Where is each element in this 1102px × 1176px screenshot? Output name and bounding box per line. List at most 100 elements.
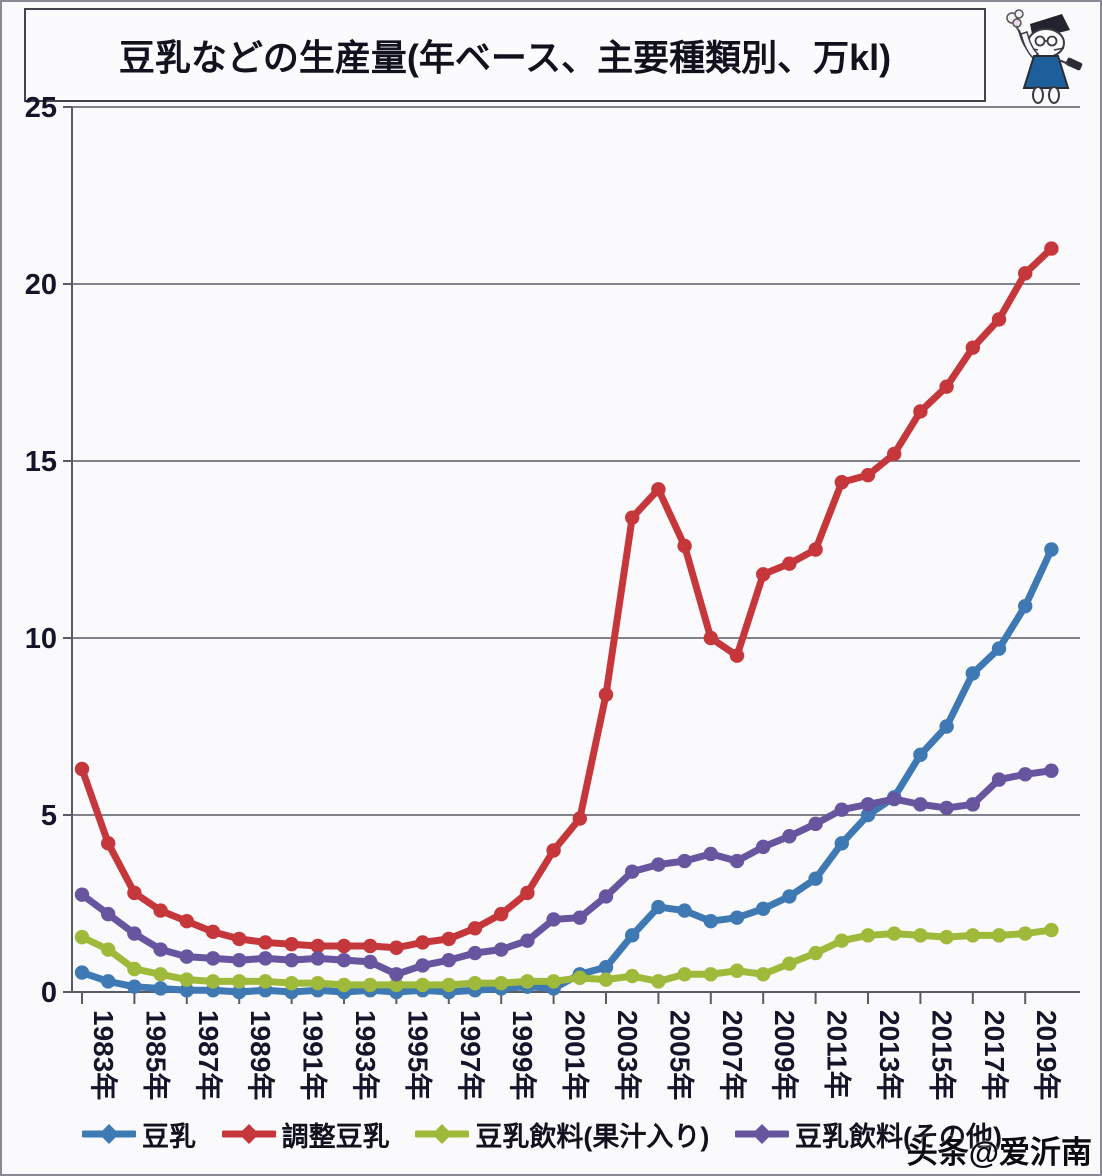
series-point <box>74 761 90 777</box>
series-point <box>598 889 614 904</box>
series-point <box>363 938 378 954</box>
y-tick-label: 15 <box>25 446 57 478</box>
series-point <box>389 977 404 993</box>
y-tick-label: 5 <box>41 800 57 832</box>
series-point <box>494 942 509 957</box>
series-point <box>808 945 823 961</box>
series-point <box>651 974 666 989</box>
watermark-text: 头条@爱沂南 <box>906 1135 1092 1170</box>
series-point <box>913 797 928 812</box>
legend-label: 豆乳 <box>142 1121 196 1152</box>
series-point <box>625 928 640 943</box>
series-point <box>651 482 666 497</box>
legend-item-0: 豆乳 <box>82 1115 196 1154</box>
series-point <box>887 791 902 807</box>
series-point <box>808 816 823 832</box>
series-point <box>153 903 168 918</box>
x-tick-label: 2013年 <box>874 1010 906 1100</box>
series-point <box>677 853 692 869</box>
series-point <box>258 935 273 950</box>
series-point <box>153 942 168 957</box>
series-point <box>336 952 352 968</box>
series-point <box>834 475 849 490</box>
series-point <box>153 981 168 996</box>
x-tick-label: 2015年 <box>926 1010 958 1100</box>
series-point <box>101 906 116 922</box>
series-point <box>991 928 1007 943</box>
x-tick-label: 1989年 <box>245 1010 277 1100</box>
x-tick-label: 1993年 <box>350 1010 382 1100</box>
series-point <box>756 839 771 855</box>
series-point <box>1044 922 1059 938</box>
series-point <box>991 312 1007 327</box>
series-point <box>965 797 980 812</box>
series-point <box>991 641 1007 656</box>
legend-item-1: 調整豆乳 <box>221 1115 390 1154</box>
series-point <box>782 889 797 904</box>
series-point <box>729 648 745 663</box>
chart-legend: 豆乳 調整豆乳 豆乳飲料(果汁入り) 豆乳飲料(その他) <box>82 1112 1002 1156</box>
series-point <box>808 871 823 886</box>
series-point <box>179 983 194 998</box>
series-point <box>284 952 299 968</box>
legend-label: 豆乳飲料(果汁入り) <box>475 1121 710 1152</box>
series-point <box>336 938 352 954</box>
series-point <box>258 951 273 966</box>
series-point <box>127 885 142 901</box>
series-point <box>179 949 194 964</box>
series-point <box>965 340 980 355</box>
series-point <box>310 938 325 954</box>
series-line-3 <box>78 767 1055 978</box>
series-point <box>913 404 928 419</box>
series-point <box>939 719 954 734</box>
series-point <box>127 961 142 977</box>
legend-item-3: 豆乳飲料(その他) <box>735 1115 1002 1154</box>
series-point <box>153 967 168 982</box>
series-line-1 <box>78 245 1055 952</box>
series-point <box>546 974 561 989</box>
x-tick-label: 2019年 <box>1031 1010 1063 1100</box>
y-tick-label: 20 <box>25 269 57 301</box>
chart-title-box: 豆乳などの生産量(年ベース、主要種類別、万kl) <box>24 8 986 102</box>
series-point <box>860 467 876 483</box>
series-point <box>782 829 797 844</box>
series-point <box>677 967 692 982</box>
series-point <box>74 929 90 945</box>
x-tick-label: 2003年 <box>612 1010 644 1100</box>
flower-icon <box>1006 9 1024 39</box>
series-point <box>1018 598 1033 614</box>
x-tick-label: 2011年 <box>822 1010 854 1099</box>
series-point <box>572 910 587 925</box>
series-point <box>127 926 142 941</box>
series-point <box>1018 767 1033 782</box>
series-point <box>310 951 325 966</box>
series-point <box>651 857 666 872</box>
series-point <box>363 977 378 993</box>
series-point <box>232 952 247 968</box>
series-point <box>1044 542 1059 557</box>
series-point <box>729 963 745 978</box>
series-point <box>101 942 116 957</box>
x-tick-label: 2009年 <box>769 1010 801 1100</box>
series-point <box>467 945 483 961</box>
x-tick-label: 1985年 <box>140 1010 172 1100</box>
series-point <box>939 379 954 394</box>
series-point <box>703 914 718 929</box>
series-point <box>101 974 116 989</box>
legend-item-2: 豆乳飲料(果汁入り) <box>415 1115 709 1154</box>
series-point <box>808 542 823 557</box>
series-point <box>232 984 247 1000</box>
series-point <box>363 954 378 970</box>
series-point <box>232 931 247 947</box>
series-point <box>205 924 221 940</box>
series-point <box>913 928 928 943</box>
series-line-0 <box>78 546 1055 996</box>
series-point <box>677 903 692 918</box>
series-point <box>494 906 509 922</box>
series-point <box>625 510 640 525</box>
x-tick-label: 1997年 <box>455 1010 487 1100</box>
series-point <box>625 864 640 879</box>
series-point <box>677 538 692 554</box>
series-point <box>625 968 640 984</box>
